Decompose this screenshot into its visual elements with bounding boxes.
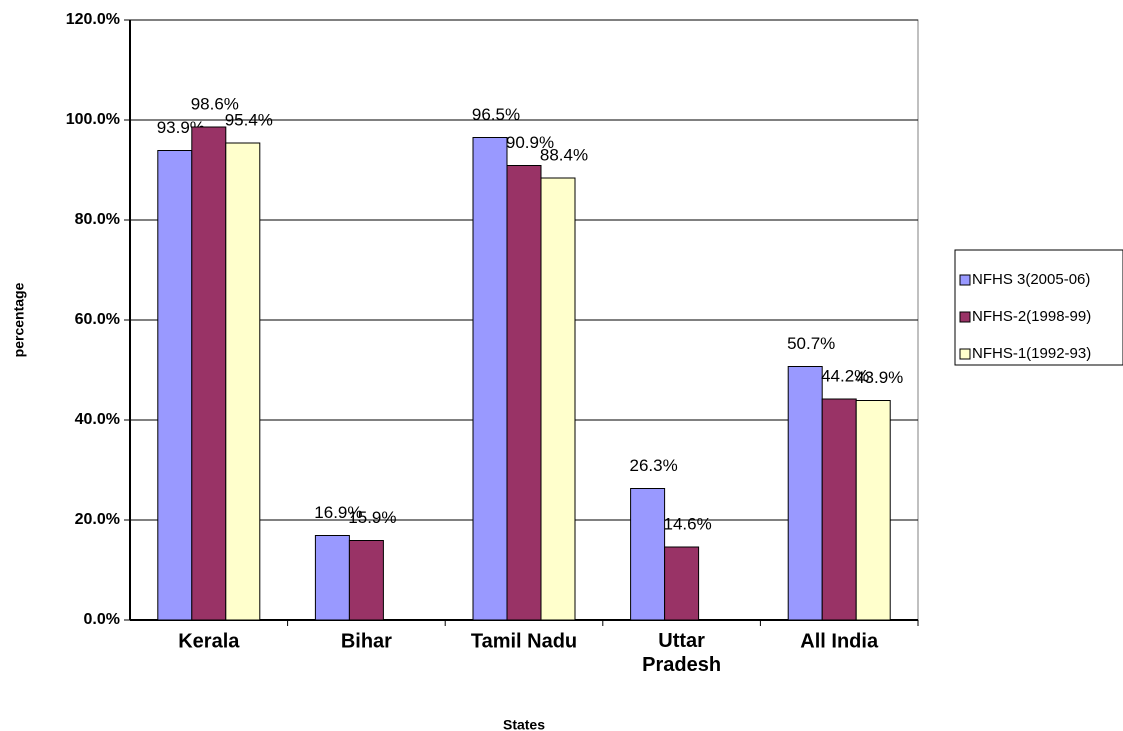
data-label: 88.4% [540,145,588,164]
x-tick-label-line: Pradesh [642,654,721,676]
y-tick-label: 100.0% [66,111,120,128]
legend-swatch [959,311,971,323]
bar [540,177,576,621]
x-tick-label: Kerala [178,630,240,652]
data-label: 16.9% [314,503,362,522]
legend-swatch [959,348,971,360]
x-tick-label: All India [800,630,879,652]
bar [191,126,227,621]
y-tick-label: 20.0% [75,511,120,528]
data-label: 26.3% [629,456,677,475]
data-label: 50.7% [787,334,835,353]
y-tick-label: 80.0% [75,211,120,228]
y-tick-label: 60.0% [75,311,120,328]
y-tick-label: 120.0% [66,11,120,28]
data-label: 44.2% [821,366,869,385]
x-tick-label-line: Uttar [658,630,705,652]
bar [472,137,508,621]
bar [506,165,542,621]
bar [348,540,384,621]
data-label: 15.9% [348,508,396,527]
x-tick-label: Tamil Nadu [471,630,577,652]
x-tick-label: Bihar [341,630,392,652]
bar [225,142,261,621]
legend-label: NFHS 3(2005-06) [972,271,1090,288]
x-axis-title: States [503,717,545,731]
data-label: 96.5% [472,105,520,124]
bar [314,535,350,621]
bar [787,366,823,621]
bar [664,546,700,621]
bar [157,150,193,621]
bar [630,488,666,621]
data-label: 90.9% [506,133,554,152]
y-tick-label: 40.0% [75,411,120,428]
y-axis-title: percentage [11,282,27,357]
x-tick-label: Uttar Pradesh [642,630,721,676]
legend-label: NFHS-2(1998-99) [972,308,1091,325]
bar [855,400,891,621]
y-tick-label: 0.0% [84,611,120,628]
data-label: 95.4% [225,110,273,129]
data-label: 43.9% [855,368,903,387]
data-label: 98.6% [191,94,239,113]
data-label: 14.6% [663,514,711,533]
legend [954,249,1123,366]
legend-swatch [959,274,971,286]
legend-label: NFHS-1(1992-93) [972,345,1091,362]
bar [821,398,857,621]
